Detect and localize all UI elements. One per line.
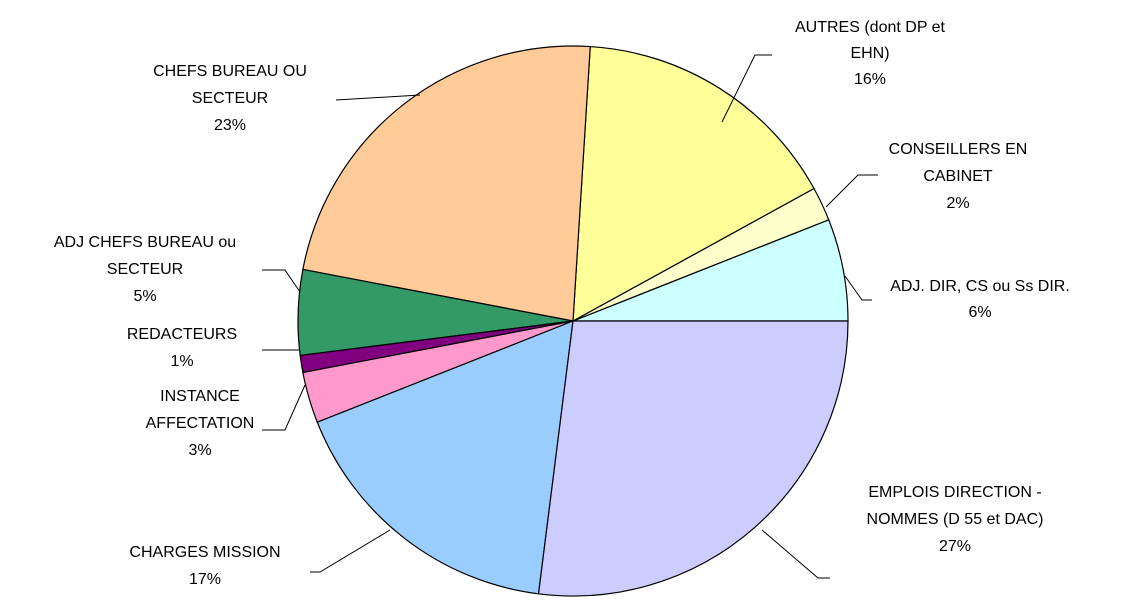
pie-slice [572,45,815,323]
pie-slice [537,320,849,597]
slice-label: CHARGES MISSION [129,544,280,561]
leader-line [262,384,306,431]
value-label: 5% [133,288,156,305]
value-label: 1% [170,353,193,370]
slice-label: EMPLOIS DIRECTION -NOMMES (D 55 et DAC) [867,484,1044,528]
value-label: 6% [968,304,991,321]
leader-line [262,269,301,293]
slice-label: ADJ. DIR, CS ou Ss DIR. [890,278,1070,295]
slice-label: AUTRES (dont DP et EHN) [795,19,946,62]
slice-label: REDACTEURS [127,326,237,343]
slice-label: CONSEILLERS EN CABINET [889,141,1028,185]
value-label: 17% [189,571,221,588]
pie-slice [302,45,591,322]
leader-line [335,94,421,101]
leader-line [825,174,878,208]
value-label: 23% [214,117,246,134]
value-label: 16% [854,71,886,88]
slice-label: ADJ CHEFS BUREAU ou SECTEUR [54,234,236,278]
slice-label: INSTANCE AFFECTATION [146,388,255,432]
leader-line [721,54,772,123]
value-label: 3% [188,442,211,459]
value-label: 27% [939,538,971,555]
leader-line [310,529,391,573]
leader-line [844,275,872,301]
pie-slice [316,320,574,595]
slice-label: CHEFS BUREAU OU SECTEUR [153,63,307,107]
leader-line [761,529,830,579]
value-label: 2% [946,195,969,212]
